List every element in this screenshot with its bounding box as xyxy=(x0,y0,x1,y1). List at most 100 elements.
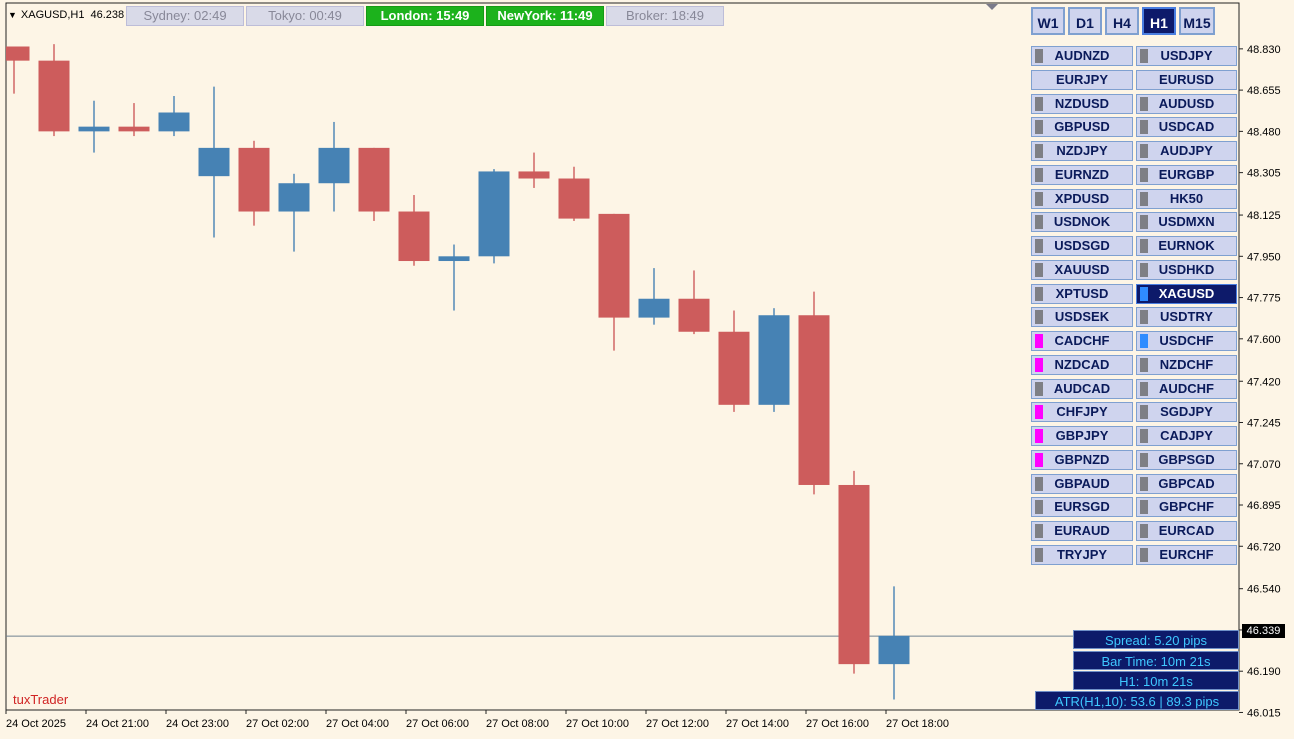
signal-indicator-icon xyxy=(1140,215,1148,230)
symbol-button-audchf[interactable]: AUDCHF xyxy=(1136,378,1237,399)
symbol-button-xagusd[interactable]: XAGUSD xyxy=(1136,283,1237,304)
symbol-label: XAGUSD xyxy=(1158,285,1215,301)
symbol-label: AUDCHF xyxy=(1159,380,1214,396)
symbol-button-eurnok[interactable]: EURNOK xyxy=(1136,236,1237,256)
symbol-button-nzdcad[interactable]: NZDCAD xyxy=(1031,354,1133,375)
symbol-button-gbpnzd[interactable]: GBPNZD xyxy=(1031,449,1133,470)
x-tick-label: 27 Oct 12:00 xyxy=(646,718,709,730)
signal-indicator-icon xyxy=(1140,120,1148,135)
symbol-button-audusd[interactable]: AUDUSD xyxy=(1136,93,1237,114)
symbol-label: SGDJPY xyxy=(1160,404,1213,420)
symbol-button-nzdjpy[interactable]: NZDJPY xyxy=(1031,141,1133,161)
tf-button-w1[interactable]: W1 xyxy=(1031,7,1065,35)
symbol-button-usdjpy[interactable]: USDJPY xyxy=(1136,46,1237,66)
symbol-label: GBPCHF xyxy=(1159,499,1214,515)
signal-indicator-icon xyxy=(1140,405,1148,420)
chart-shift-icon[interactable] xyxy=(986,4,998,10)
signal-indicator-icon xyxy=(1035,429,1043,443)
symbol-button-usdchf[interactable]: USDCHF xyxy=(1136,331,1237,351)
symbol-button-cadchf[interactable]: CADCHF xyxy=(1031,331,1133,351)
symbol-label: EURJPY xyxy=(1055,71,1109,87)
symbol-button-chfjpy[interactable]: CHFJPY xyxy=(1031,402,1133,423)
y-tick-label: 47.070 xyxy=(1247,459,1281,471)
candle-body xyxy=(838,484,870,665)
symbol-button-cadjpy[interactable]: CADJPY xyxy=(1136,426,1237,446)
symbol-button-nzdusd[interactable]: NZDUSD xyxy=(1031,93,1133,114)
signal-indicator-icon xyxy=(1140,381,1148,396)
symbol-button-usdtry[interactable]: USDTRY xyxy=(1136,307,1237,328)
candle-body xyxy=(158,112,190,132)
symbol-button-eurusd[interactable]: EURUSD xyxy=(1136,69,1237,90)
symbol-button-eurcad[interactable]: EURCAD xyxy=(1136,521,1237,541)
signal-indicator-icon xyxy=(1140,96,1148,111)
symbol-label: EURCAD xyxy=(1158,523,1215,538)
tf-button-d1[interactable]: D1 xyxy=(1068,7,1102,35)
symbol-button-nzdchf[interactable]: NZDCHF xyxy=(1136,354,1237,375)
symbol-button-usdhkd[interactable]: USDHKD xyxy=(1136,259,1237,280)
symbol-label: GBPCAD xyxy=(1158,475,1215,491)
signal-indicator-icon xyxy=(1140,49,1148,63)
y-tick-label: 47.245 xyxy=(1247,418,1281,430)
symbol-label: EURGBP xyxy=(1158,166,1215,182)
symbol-label: XPDUSD xyxy=(1054,190,1110,206)
symbol-button-xpdusd[interactable]: XPDUSD xyxy=(1031,188,1133,209)
symbol-button-usdmxn[interactable]: USDMXN xyxy=(1136,212,1237,233)
symbol-label: EURNOK xyxy=(1158,238,1215,253)
symbol-label: CHFJPY xyxy=(1056,404,1108,420)
symbol-button-usdcad[interactable]: USDCAD xyxy=(1136,117,1237,138)
symbol-button-audcad[interactable]: AUDCAD xyxy=(1031,378,1133,399)
candle-body xyxy=(438,256,470,262)
symbol-button-gbpchf[interactable]: GBPCHF xyxy=(1136,497,1237,518)
h1-timer-display: H1: 10m 21s xyxy=(1073,671,1239,690)
symbol-button-audnzd[interactable]: AUDNZD xyxy=(1031,46,1133,66)
symbol-button-sgdjpy[interactable]: SGDJPY xyxy=(1136,402,1237,423)
symbol-label: EURUSD xyxy=(1159,71,1214,87)
symbol-button-hk50[interactable]: HK50 xyxy=(1136,188,1237,209)
symbol-button-gbpaud[interactable]: GBPAUD xyxy=(1031,473,1133,494)
symbol-button-usdnok[interactable]: USDNOK xyxy=(1031,212,1133,233)
tf-button-h1[interactable]: H1 xyxy=(1142,7,1176,35)
header-price: 46.238 xyxy=(90,9,125,21)
tf-button-h4[interactable]: H4 xyxy=(1105,7,1139,35)
symbol-label: HK50 xyxy=(1169,190,1204,206)
signal-indicator-icon xyxy=(1140,357,1148,372)
signal-indicator-icon xyxy=(1140,429,1148,443)
symbol-label: GBPJPY xyxy=(1055,428,1109,443)
symbol-button-xauusd[interactable]: XAUUSD xyxy=(1031,259,1133,280)
symbol-label: USDJPY xyxy=(1160,48,1213,63)
candle-body xyxy=(398,211,430,262)
session-clocks: Sydney: 02:49 Tokyo: 00:49 London: 15:49… xyxy=(126,6,724,26)
symbol-button-eurchf[interactable]: EURCHF xyxy=(1136,544,1237,565)
dropdown-arrow-icon[interactable]: ▼ xyxy=(8,10,17,20)
symbol-button-tryjpy[interactable]: TRYJPY xyxy=(1031,544,1133,565)
y-tick-label: 46.540 xyxy=(1247,584,1281,596)
symbol-button-eursgd[interactable]: EURSGD xyxy=(1031,497,1133,518)
symbol-button-gbpcad[interactable]: GBPCAD xyxy=(1136,473,1237,494)
candle-body xyxy=(558,178,590,219)
symbol-button-gbpjpy[interactable]: GBPJPY xyxy=(1031,426,1133,446)
signal-indicator-icon xyxy=(1140,476,1148,491)
symbol-label: CADCHF xyxy=(1054,333,1110,348)
symbol-button-audjpy[interactable]: AUDJPY xyxy=(1136,141,1237,161)
symbol-button-usdsek[interactable]: USDSEK xyxy=(1031,307,1133,328)
signal-indicator-icon xyxy=(1035,120,1043,135)
y-tick-label: 46.190 xyxy=(1247,666,1281,678)
symbol-button-euraud[interactable]: EURAUD xyxy=(1031,521,1133,541)
x-tick-label: 27 Oct 08:00 xyxy=(486,718,549,730)
symbol-button-gbpsgd[interactable]: GBPSGD xyxy=(1136,449,1237,470)
chart-symbol-header: ▼ XAGUSD,H1 46.238 xyxy=(8,7,124,23)
symbol-button-eurnzd[interactable]: EURNZD xyxy=(1031,164,1133,185)
symbol-button-xptusd[interactable]: XPTUSD xyxy=(1031,283,1133,304)
tf-button-m15[interactable]: M15 xyxy=(1179,7,1215,35)
signal-indicator-icon xyxy=(1140,452,1148,467)
x-tick-label: 27 Oct 06:00 xyxy=(406,718,469,730)
symbol-button-usdsgd[interactable]: USDSGD xyxy=(1031,236,1133,256)
signal-indicator-icon xyxy=(1140,167,1148,182)
symbol-button-eurgbp[interactable]: EURGBP xyxy=(1136,164,1237,185)
symbol-label: USDMXN xyxy=(1158,214,1215,230)
symbol-button-eurjpy[interactable]: EURJPY xyxy=(1031,69,1133,90)
symbol-button-gbpusd[interactable]: GBPUSD xyxy=(1031,117,1133,138)
candle-body xyxy=(638,298,670,318)
x-tick-label: 27 Oct 14:00 xyxy=(726,718,789,730)
